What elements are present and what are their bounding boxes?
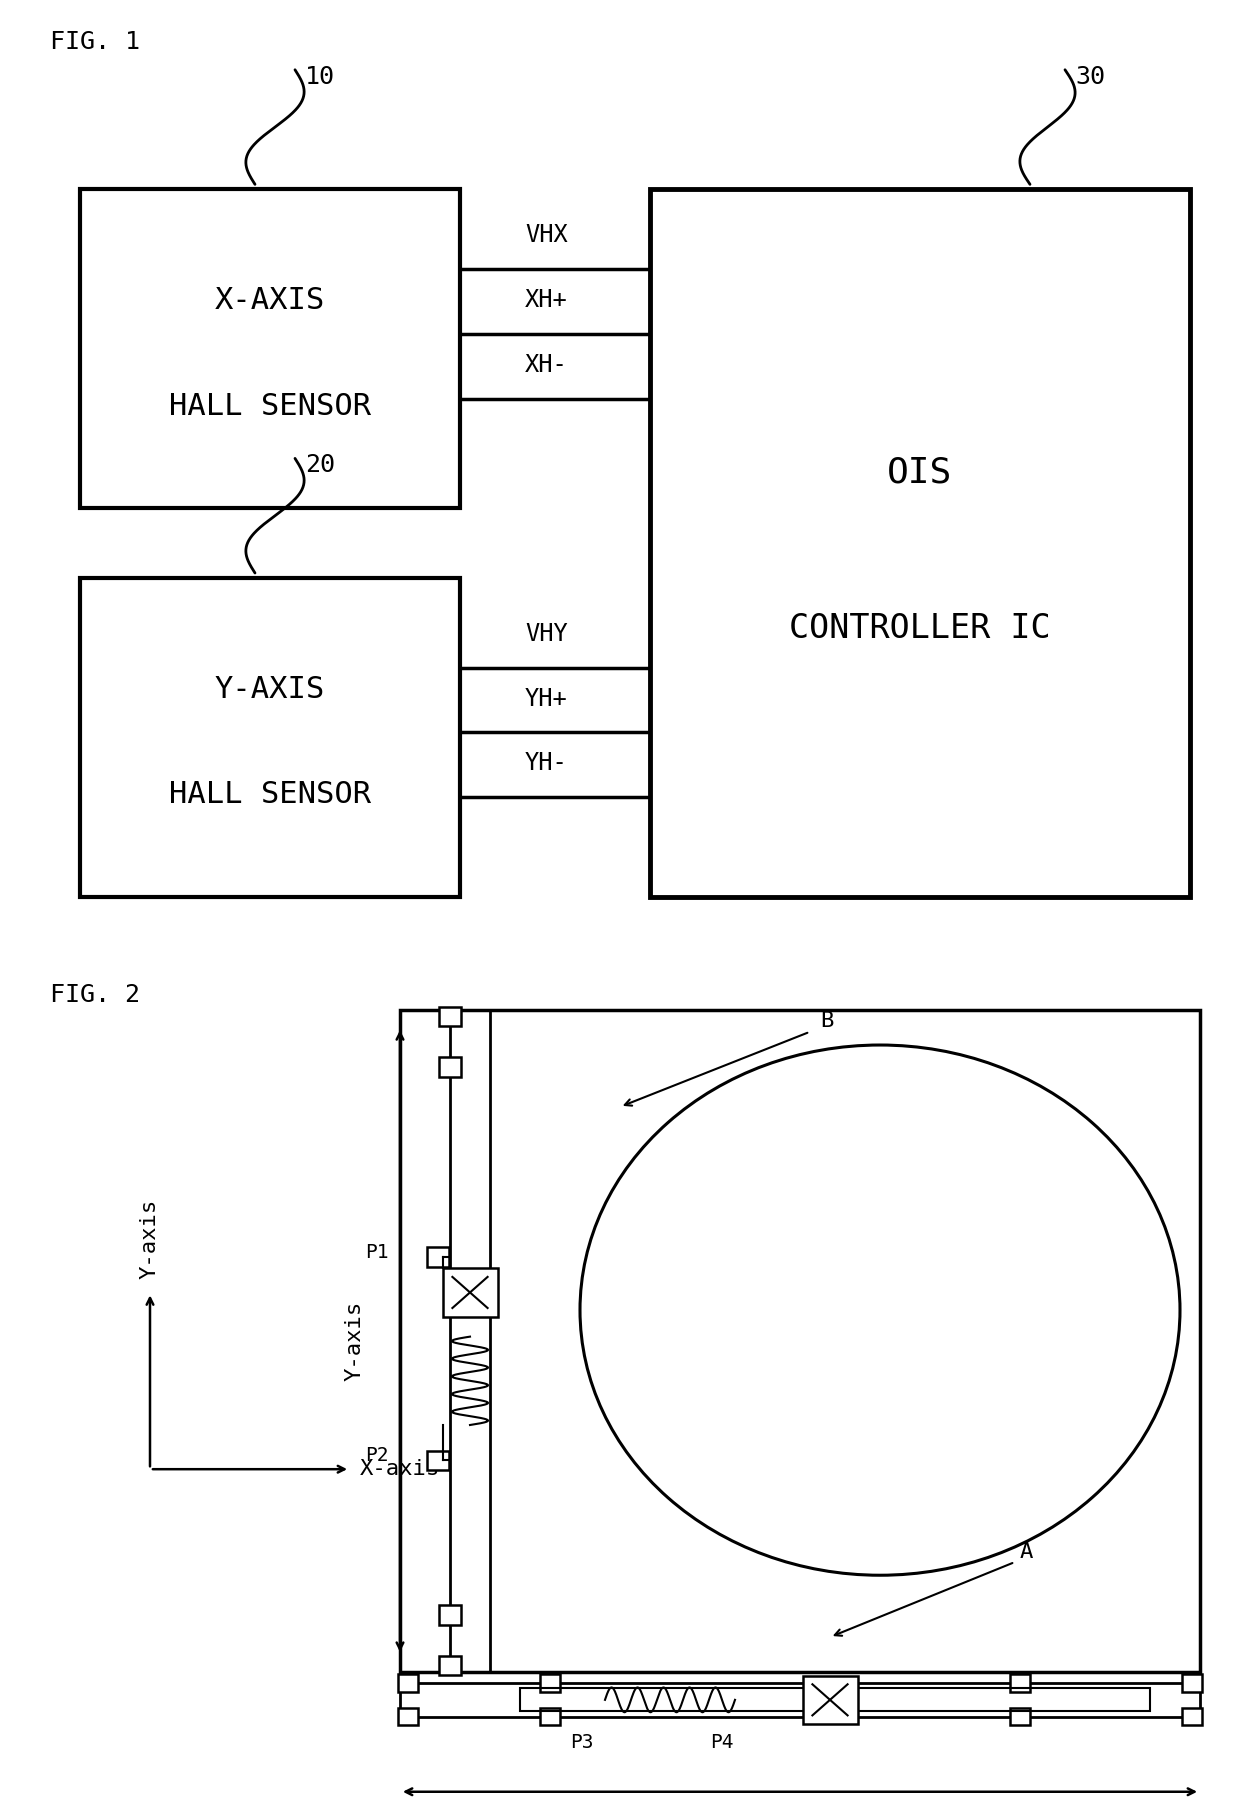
Bar [650, 190, 1190, 897]
Bar [541, 1708, 560, 1726]
Bar [439, 1007, 461, 1027]
Bar [401, 1009, 1200, 1673]
Text: P4: P4 [711, 1733, 734, 1751]
Text: Y-AXIS: Y-AXIS [215, 675, 325, 704]
Text: X-AXIS: X-AXIS [215, 287, 325, 316]
Bar [1182, 1708, 1202, 1726]
Bar [427, 1451, 449, 1469]
Bar [541, 1675, 560, 1691]
Bar [520, 1688, 1149, 1711]
Text: Y-axis: Y-axis [140, 1199, 160, 1280]
Text: VHY: VHY [525, 621, 568, 646]
Text: A: A [1021, 1541, 1033, 1561]
Text: FIG. 2: FIG. 2 [50, 984, 140, 1007]
Circle shape [580, 1045, 1180, 1576]
Text: FIG. 1: FIG. 1 [50, 31, 140, 54]
Text: Y-axis: Y-axis [345, 1301, 365, 1381]
Bar [1182, 1675, 1202, 1691]
Bar [443, 1269, 497, 1318]
Bar [81, 190, 460, 509]
Text: OIS: OIS [888, 455, 952, 489]
Text: 20: 20 [305, 453, 335, 477]
Bar [802, 1675, 858, 1724]
Text: YH-: YH- [525, 751, 568, 776]
Bar [439, 1655, 461, 1675]
Bar [81, 578, 460, 897]
Text: CONTROLLER IC: CONTROLLER IC [789, 612, 1050, 644]
Text: XH-: XH- [525, 352, 568, 377]
Bar [398, 1675, 418, 1691]
Text: 30: 30 [1075, 65, 1105, 88]
Bar [439, 1605, 461, 1624]
Text: P2: P2 [365, 1446, 388, 1466]
Text: X-axis: X-axis [360, 1458, 440, 1478]
Text: HALL SENSOR: HALL SENSOR [169, 392, 371, 421]
Bar [439, 1058, 461, 1078]
Text: YH+: YH+ [525, 686, 568, 711]
Text: P1: P1 [365, 1244, 388, 1262]
Text: XH+: XH+ [525, 289, 568, 312]
Text: HALL SENSOR: HALL SENSOR [169, 780, 371, 809]
Text: P3: P3 [570, 1733, 594, 1751]
Bar [427, 1247, 449, 1267]
Bar [398, 1708, 418, 1726]
Text: 10: 10 [305, 65, 335, 88]
Bar [1011, 1708, 1030, 1726]
Text: B: B [820, 1011, 833, 1031]
Text: VHX: VHX [525, 224, 568, 247]
Bar [1011, 1675, 1030, 1691]
